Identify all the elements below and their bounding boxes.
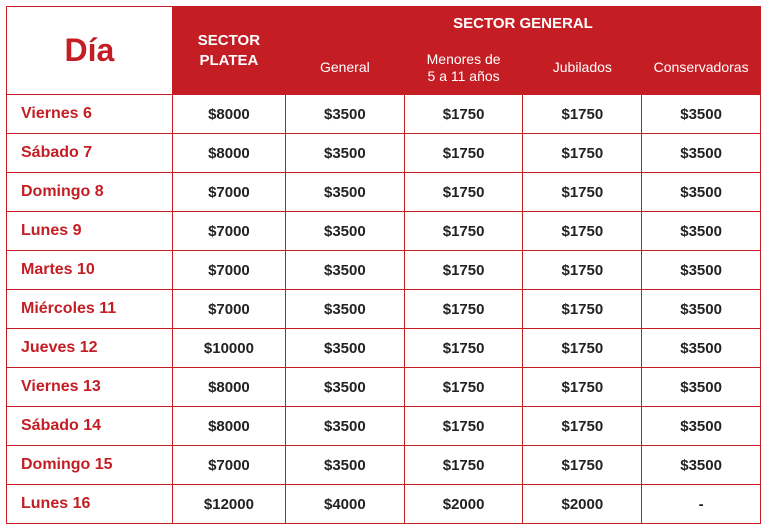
price-jubilados: $2000 — [523, 485, 642, 524]
price-platea: $7000 — [172, 212, 285, 251]
day-cell: Lunes 9 — [7, 212, 173, 251]
price-general: $3500 — [285, 329, 404, 368]
price-menores: $1750 — [404, 446, 523, 485]
table-row: Sábado 14$8000$3500$1750$1750$3500 — [7, 407, 761, 446]
price-conservadoras: $3500 — [642, 212, 761, 251]
price-menores: $2000 — [404, 485, 523, 524]
price-jubilados: $1750 — [523, 212, 642, 251]
price-conservadoras: $3500 — [642, 446, 761, 485]
price-general: $3500 — [285, 368, 404, 407]
price-menores: $1750 — [404, 251, 523, 290]
header-sub-conservadoras: Conservadoras — [642, 41, 761, 95]
price-jubilados: $1750 — [523, 407, 642, 446]
price-general: $3500 — [285, 212, 404, 251]
price-platea: $7000 — [172, 446, 285, 485]
price-platea: $7000 — [172, 173, 285, 212]
header-dia: Día — [7, 7, 173, 95]
pricing-table-body: Viernes 6$8000$3500$1750$1750$3500Sábado… — [7, 95, 761, 524]
price-jubilados: $1750 — [523, 251, 642, 290]
price-menores: $1750 — [404, 173, 523, 212]
day-cell: Martes 10 — [7, 251, 173, 290]
day-cell: Jueves 12 — [7, 329, 173, 368]
price-general: $3500 — [285, 407, 404, 446]
table-row: Lunes 9$7000$3500$1750$1750$3500 — [7, 212, 761, 251]
price-general: $3500 — [285, 446, 404, 485]
table-row: Viernes 13$8000$3500$1750$1750$3500 — [7, 368, 761, 407]
price-conservadoras: $3500 — [642, 95, 761, 134]
price-jubilados: $1750 — [523, 290, 642, 329]
price-jubilados: $1750 — [523, 446, 642, 485]
header-sub-jubilados: Jubilados — [523, 41, 642, 95]
table-row: Jueves 12$10000$3500$1750$1750$3500 — [7, 329, 761, 368]
price-conservadoras: $3500 — [642, 368, 761, 407]
price-platea: $10000 — [172, 329, 285, 368]
pricing-table: Día SECTORPLATEA SECTOR GENERAL General … — [6, 6, 761, 524]
price-menores: $1750 — [404, 368, 523, 407]
price-menores: $1750 — [404, 290, 523, 329]
day-cell: Lunes 16 — [7, 485, 173, 524]
day-cell: Viernes 13 — [7, 368, 173, 407]
day-cell: Miércoles 11 — [7, 290, 173, 329]
price-platea: $8000 — [172, 368, 285, 407]
header-platea: SECTORPLATEA — [172, 7, 285, 95]
day-cell: Domingo 8 — [7, 173, 173, 212]
price-general: $3500 — [285, 95, 404, 134]
price-conservadoras: $3500 — [642, 290, 761, 329]
price-jubilados: $1750 — [523, 368, 642, 407]
price-conservadoras: $3500 — [642, 134, 761, 173]
table-row: Sábado 7$8000$3500$1750$1750$3500 — [7, 134, 761, 173]
table-row: Martes 10$7000$3500$1750$1750$3500 — [7, 251, 761, 290]
header-sector-general: SECTOR GENERAL — [285, 7, 760, 41]
price-platea: $12000 — [172, 485, 285, 524]
price-general: $3500 — [285, 251, 404, 290]
price-conservadoras: $3500 — [642, 329, 761, 368]
price-general: $3500 — [285, 134, 404, 173]
table-row: Domingo 8$7000$3500$1750$1750$3500 — [7, 173, 761, 212]
price-conservadoras: - — [642, 485, 761, 524]
day-cell: Domingo 15 — [7, 446, 173, 485]
price-general: $4000 — [285, 485, 404, 524]
price-platea: $8000 — [172, 407, 285, 446]
price-conservadoras: $3500 — [642, 251, 761, 290]
header-platea-text: SECTORPLATEA — [198, 32, 260, 69]
table-row: Miércoles 11$7000$3500$1750$1750$3500 — [7, 290, 761, 329]
header-sub-general: General — [285, 41, 404, 95]
price-platea: $7000 — [172, 251, 285, 290]
price-platea: $8000 — [172, 95, 285, 134]
day-cell: Sábado 7 — [7, 134, 173, 173]
price-menores: $1750 — [404, 134, 523, 173]
table-row: Viernes 6$8000$3500$1750$1750$3500 — [7, 95, 761, 134]
price-menores: $1750 — [404, 212, 523, 251]
price-platea: $8000 — [172, 134, 285, 173]
price-menores: $1750 — [404, 95, 523, 134]
price-general: $3500 — [285, 290, 404, 329]
table-row: Domingo 15$7000$3500$1750$1750$3500 — [7, 446, 761, 485]
price-jubilados: $1750 — [523, 329, 642, 368]
price-jubilados: $1750 — [523, 173, 642, 212]
price-jubilados: $1750 — [523, 95, 642, 134]
day-cell: Viernes 6 — [7, 95, 173, 134]
price-menores: $1750 — [404, 329, 523, 368]
price-general: $3500 — [285, 173, 404, 212]
day-cell: Sábado 14 — [7, 407, 173, 446]
price-conservadoras: $3500 — [642, 407, 761, 446]
price-platea: $7000 — [172, 290, 285, 329]
price-jubilados: $1750 — [523, 134, 642, 173]
header-sub-menores: Menores de5 a 11 años — [404, 41, 523, 95]
price-conservadoras: $3500 — [642, 173, 761, 212]
table-row: Lunes 16$12000$4000$2000$2000- — [7, 485, 761, 524]
price-menores: $1750 — [404, 407, 523, 446]
